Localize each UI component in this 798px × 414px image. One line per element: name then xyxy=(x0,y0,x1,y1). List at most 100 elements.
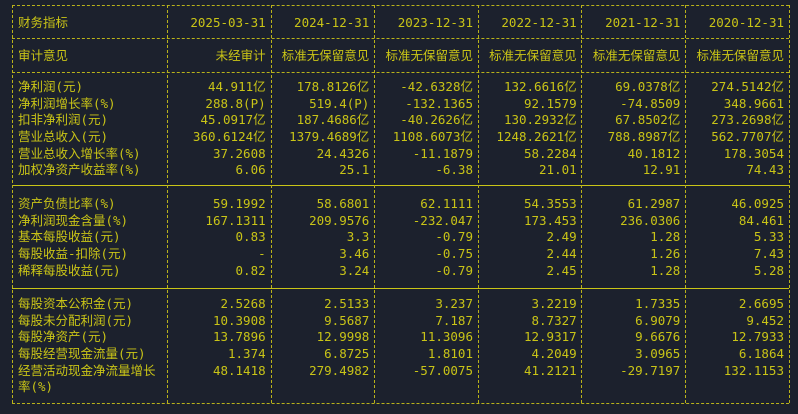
row-label: 营业总收入增长率(%) xyxy=(18,145,141,161)
value-cell: 84.461 xyxy=(738,212,784,228)
table-row: 稀释每股收益(元) 0.82 3.24 -0.79 2.45 1.28 5.28 xyxy=(12,263,789,280)
column-divider xyxy=(271,5,272,403)
value-cell: 45.0917亿 xyxy=(200,112,266,128)
row-label: 每股资本公积金(元) xyxy=(18,296,134,311)
audit-opinion: 标准无保留意见 xyxy=(281,48,370,63)
table-row: 基本每股收益(元) 0.83 3.3 -0.79 2.49 1.28 5.33 xyxy=(12,229,789,246)
value-cell: 3.237 xyxy=(435,296,473,311)
period-header: 2022-12-31 xyxy=(501,15,577,30)
value-cell: 41.2121 xyxy=(523,362,577,378)
value-cell: -6.38 xyxy=(435,162,473,178)
table-row: 净利润(元) 44.911亿 178.8126亿 -42.6328亿 132.6616亿… xyxy=(12,79,789,96)
value-cell: 288.8(P) xyxy=(205,95,266,111)
value-cell: 2.44 xyxy=(546,246,577,262)
table-row: 扣非净利润(元) 45.0917亿 187.4686亿 -40.2626亿 130.29… xyxy=(12,112,789,129)
value-cell: 74.43 xyxy=(746,162,784,178)
table-bottom-border xyxy=(12,403,789,404)
value-cell: 1.26 xyxy=(650,246,681,262)
value-cell: 10.3908 xyxy=(212,312,266,328)
value-cell: 178.3054 xyxy=(723,145,784,161)
value-cell: 3.3 xyxy=(346,229,370,245)
audit-opinion: 标准无保留意见 xyxy=(696,48,784,63)
value-cell: 519.4(P) xyxy=(309,95,370,111)
value-cell: 8.7327 xyxy=(531,312,577,328)
audit-label: 审计意见 xyxy=(18,48,69,63)
value-cell: 9.6676 xyxy=(635,329,681,345)
value-cell: 187.4686亿 xyxy=(296,112,370,128)
value-cell: 11.3096 xyxy=(420,329,473,345)
value-cell: 62.1111 xyxy=(420,196,473,211)
column-divider xyxy=(581,5,582,403)
value-cell: 12.9317 xyxy=(523,329,577,345)
profit-section: 净利润(元) 44.911亿 178.8126亿 -42.6328亿 132.6616亿… xyxy=(12,79,789,179)
column-divider xyxy=(374,5,375,403)
ratio-section: 资产负债比率(%) 59.1992 58.6801 62.1111 54.3553 61.… xyxy=(12,196,789,279)
value-cell: 59.1992 xyxy=(212,196,266,211)
value-cell: 5.33 xyxy=(753,229,784,245)
table-row: 每股未分配利润(元) 10.3908 9.5687 7.187 8.7327 6.9079… xyxy=(12,313,789,330)
value-cell: 25.1 xyxy=(339,162,370,178)
value-cell: 12.91 xyxy=(642,162,681,178)
table-row: 每股净资产(元) 13.7896 12.9998 11.3096 12.9317 9.66… xyxy=(12,329,789,346)
value-cell: 3.46 xyxy=(339,246,370,262)
row-label: 经营活动现金净流量增长率(%) xyxy=(18,362,156,395)
value-cell: -40.2626亿 xyxy=(400,112,473,128)
value-cell: 3.24 xyxy=(339,262,370,278)
period-header: 2025-03-31 xyxy=(190,15,266,30)
audit-opinion: 未经审计 xyxy=(215,48,266,63)
value-cell: 130.2932亿 xyxy=(503,112,577,128)
value-cell: 54.3553 xyxy=(523,196,577,211)
column-divider xyxy=(478,5,479,403)
column-divider xyxy=(167,5,168,403)
table-row: 资产负债比率(%) 59.1992 58.6801 62.1111 54.3553 61.… xyxy=(12,196,789,213)
value-cell: 2.5268 xyxy=(220,296,266,311)
value-cell: 13.7896 xyxy=(212,329,266,345)
row-label: 营业总收入(元) xyxy=(18,129,109,145)
audit-separator xyxy=(12,72,789,73)
value-cell: 6.06 xyxy=(235,162,266,178)
value-cell: 48.1418 xyxy=(212,362,266,378)
per-share-section: 每股资本公积金(元) 2.5268 2.5133 3.237 3.2219 1.7335 2… xyxy=(12,296,789,396)
value-cell: -42.6328亿 xyxy=(400,79,473,94)
value-cell: - xyxy=(258,246,266,262)
value-cell: -232.047 xyxy=(412,212,473,228)
value-cell: 1.28 xyxy=(650,229,681,245)
value-cell: 2.6695 xyxy=(738,296,784,311)
row-label: 资产负债比率(%) xyxy=(18,196,116,211)
period-header: 2024-12-31 xyxy=(294,15,370,30)
value-cell: 1108.6073亿 xyxy=(392,129,473,145)
value-cell: 348.9661 xyxy=(723,95,784,111)
value-cell: 132.6616亿 xyxy=(503,79,577,94)
value-cell: 12.7933 xyxy=(731,329,784,345)
value-cell: 6.9079 xyxy=(635,312,681,328)
value-cell: 46.0925 xyxy=(731,196,784,211)
value-cell: 562.7707亿 xyxy=(711,129,784,145)
row-label: 加权净资产收益率(%) xyxy=(18,162,141,178)
row-label: 净利润增长率(%) xyxy=(18,95,116,111)
value-cell: 67.8502亿 xyxy=(615,112,681,128)
section-separator xyxy=(12,288,789,289)
value-cell: 1.28 xyxy=(650,262,681,278)
value-cell: 1.7335 xyxy=(635,296,681,311)
row-label: 每股未分配利润(元) xyxy=(18,312,134,328)
row-label: 净利润(元) xyxy=(18,79,84,94)
value-cell: 0.83 xyxy=(235,229,266,245)
period-header: 2020-12-31 xyxy=(708,15,784,30)
value-cell: 788.8987亿 xyxy=(607,129,681,145)
row-label: 扣非净利润(元) xyxy=(18,112,109,128)
value-cell: 209.9576 xyxy=(309,212,370,228)
value-cell: 58.2284 xyxy=(523,145,577,161)
audit-row: 审计意见 未经审计 标准无保留意见 标准无保留意见 标准无保留意见 标准无保留意… xyxy=(12,39,789,72)
period-header: 2021-12-31 xyxy=(605,15,681,30)
value-cell: 69.0378亿 xyxy=(615,79,681,94)
audit-opinion: 标准无保留意见 xyxy=(592,48,681,63)
value-cell: 12.9998 xyxy=(316,329,370,345)
value-cell: 173.453 xyxy=(523,212,577,228)
audit-opinion: 标准无保留意见 xyxy=(385,48,473,63)
value-cell: 2.5133 xyxy=(324,296,370,311)
column-divider xyxy=(685,5,686,403)
table-row: 每股经营现金流量(元) 1.374 6.8725 1.8101 4.2049 3.0965… xyxy=(12,346,789,363)
value-cell: 1379.4689亿 xyxy=(289,129,370,145)
value-cell: 274.5142亿 xyxy=(711,79,784,94)
table-row: 经营活动现金净流量增长率(%) 48.1418 279.4982 -57.0075 41… xyxy=(12,363,789,396)
